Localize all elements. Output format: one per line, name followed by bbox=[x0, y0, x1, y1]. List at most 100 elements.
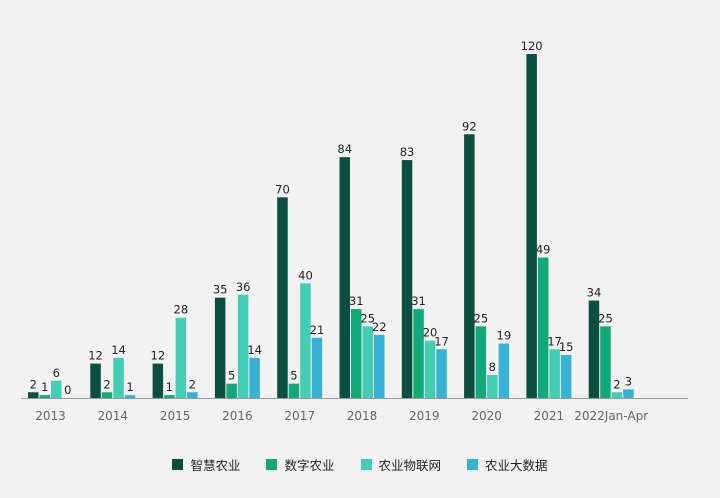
bar bbox=[374, 334, 385, 398]
legend-label: 数字农业 bbox=[284, 457, 335, 473]
data-label: 15 bbox=[559, 340, 574, 354]
bar bbox=[436, 349, 447, 398]
data-label: 92 bbox=[462, 119, 477, 133]
legend-item: 智慧农业 bbox=[172, 455, 240, 474]
data-label: 8 bbox=[489, 360, 496, 374]
bar bbox=[187, 392, 198, 398]
data-label: 14 bbox=[247, 343, 262, 357]
data-label: 31 bbox=[349, 294, 364, 308]
data-label: 3 bbox=[625, 374, 632, 388]
bar bbox=[600, 326, 611, 398]
bar bbox=[152, 363, 164, 398]
x-tick-label: 2016 bbox=[222, 409, 253, 423]
data-label: 36 bbox=[236, 280, 251, 294]
bar bbox=[39, 395, 50, 398]
bar bbox=[164, 395, 175, 398]
legend-label: 农业物联网 bbox=[378, 457, 442, 473]
data-label: 17 bbox=[547, 334, 562, 348]
data-label: 22 bbox=[372, 320, 387, 334]
x-tick-label: 2017 bbox=[284, 409, 315, 423]
data-label: 2 bbox=[189, 377, 196, 391]
x-tick-label: 2018 bbox=[347, 409, 378, 423]
data-label: 25 bbox=[360, 311, 375, 325]
x-tick-label: 2015 bbox=[160, 409, 191, 423]
data-label: 14 bbox=[111, 343, 126, 357]
bar bbox=[277, 197, 288, 398]
bar bbox=[339, 157, 350, 398]
legend-item: 农业物联网 bbox=[360, 455, 442, 474]
bar bbox=[214, 297, 226, 398]
data-label: 12 bbox=[151, 349, 166, 363]
bar bbox=[537, 257, 549, 398]
data-label: 40 bbox=[298, 268, 313, 282]
data-label: 49 bbox=[536, 243, 551, 257]
bar bbox=[413, 309, 424, 398]
legend-swatch bbox=[172, 458, 184, 470]
bar bbox=[51, 380, 62, 398]
bar bbox=[498, 343, 510, 398]
x-tick-label: 2014 bbox=[98, 409, 129, 423]
bar bbox=[101, 392, 113, 398]
data-label: 12 bbox=[88, 349, 103, 363]
data-label: 2 bbox=[30, 377, 37, 391]
data-label: 17 bbox=[434, 334, 449, 348]
bar bbox=[28, 392, 39, 398]
data-label: 19 bbox=[497, 329, 512, 343]
legend-item: 数字农业 bbox=[266, 455, 335, 474]
data-label: 120 bbox=[521, 39, 543, 53]
data-label: 35 bbox=[213, 283, 228, 297]
legend-label: 智慧农业 bbox=[190, 457, 241, 473]
data-label: 1 bbox=[41, 380, 48, 394]
bar bbox=[351, 309, 362, 398]
data-label: 2 bbox=[103, 377, 110, 391]
bar bbox=[226, 383, 237, 398]
x-tick-label: 2013 bbox=[35, 409, 66, 423]
data-label: 1 bbox=[126, 380, 133, 394]
data-label: 0 bbox=[64, 383, 71, 397]
x-tick-label: 2020 bbox=[471, 409, 502, 423]
bar bbox=[124, 395, 136, 398]
data-label: 83 bbox=[400, 145, 415, 159]
bar bbox=[611, 392, 623, 398]
bar bbox=[362, 326, 373, 398]
bar bbox=[288, 383, 300, 398]
data-label: 25 bbox=[598, 311, 613, 325]
bar bbox=[464, 134, 475, 398]
data-label: 21 bbox=[310, 323, 325, 337]
bar bbox=[237, 294, 249, 398]
legend-swatch bbox=[360, 458, 372, 470]
legend-item: 农业大数据 bbox=[467, 455, 548, 474]
data-label: 6 bbox=[53, 366, 60, 380]
bar bbox=[249, 357, 260, 398]
x-tick-label: 2021 bbox=[534, 409, 565, 423]
data-label: 1 bbox=[166, 380, 173, 394]
bar bbox=[113, 357, 124, 398]
bar bbox=[401, 160, 413, 398]
legend: 智慧农业 数字农业 农业物联网 农业大数据 bbox=[0, 452, 720, 476]
bar bbox=[90, 363, 101, 398]
bar bbox=[475, 326, 487, 398]
data-label: 28 bbox=[174, 303, 189, 317]
bar bbox=[549, 349, 560, 398]
legend-swatch bbox=[467, 458, 479, 470]
data-label: 84 bbox=[337, 142, 352, 156]
bar bbox=[588, 300, 600, 398]
data-label: 2 bbox=[613, 377, 620, 391]
data-label: 5 bbox=[228, 369, 235, 383]
legend-label: 农业大数据 bbox=[485, 457, 548, 473]
data-label: 31 bbox=[411, 294, 426, 308]
data-label: 25 bbox=[474, 311, 489, 325]
bar bbox=[424, 340, 436, 398]
bar bbox=[526, 54, 537, 398]
bar bbox=[311, 337, 323, 398]
x-tick-label: 2019 bbox=[409, 409, 440, 423]
bar bbox=[175, 317, 187, 398]
bar bbox=[560, 355, 572, 398]
data-label: 70 bbox=[275, 182, 290, 196]
data-label: 5 bbox=[290, 369, 297, 383]
bar bbox=[623, 389, 634, 398]
legend-swatch bbox=[266, 458, 278, 470]
data-label: 34 bbox=[587, 286, 602, 300]
